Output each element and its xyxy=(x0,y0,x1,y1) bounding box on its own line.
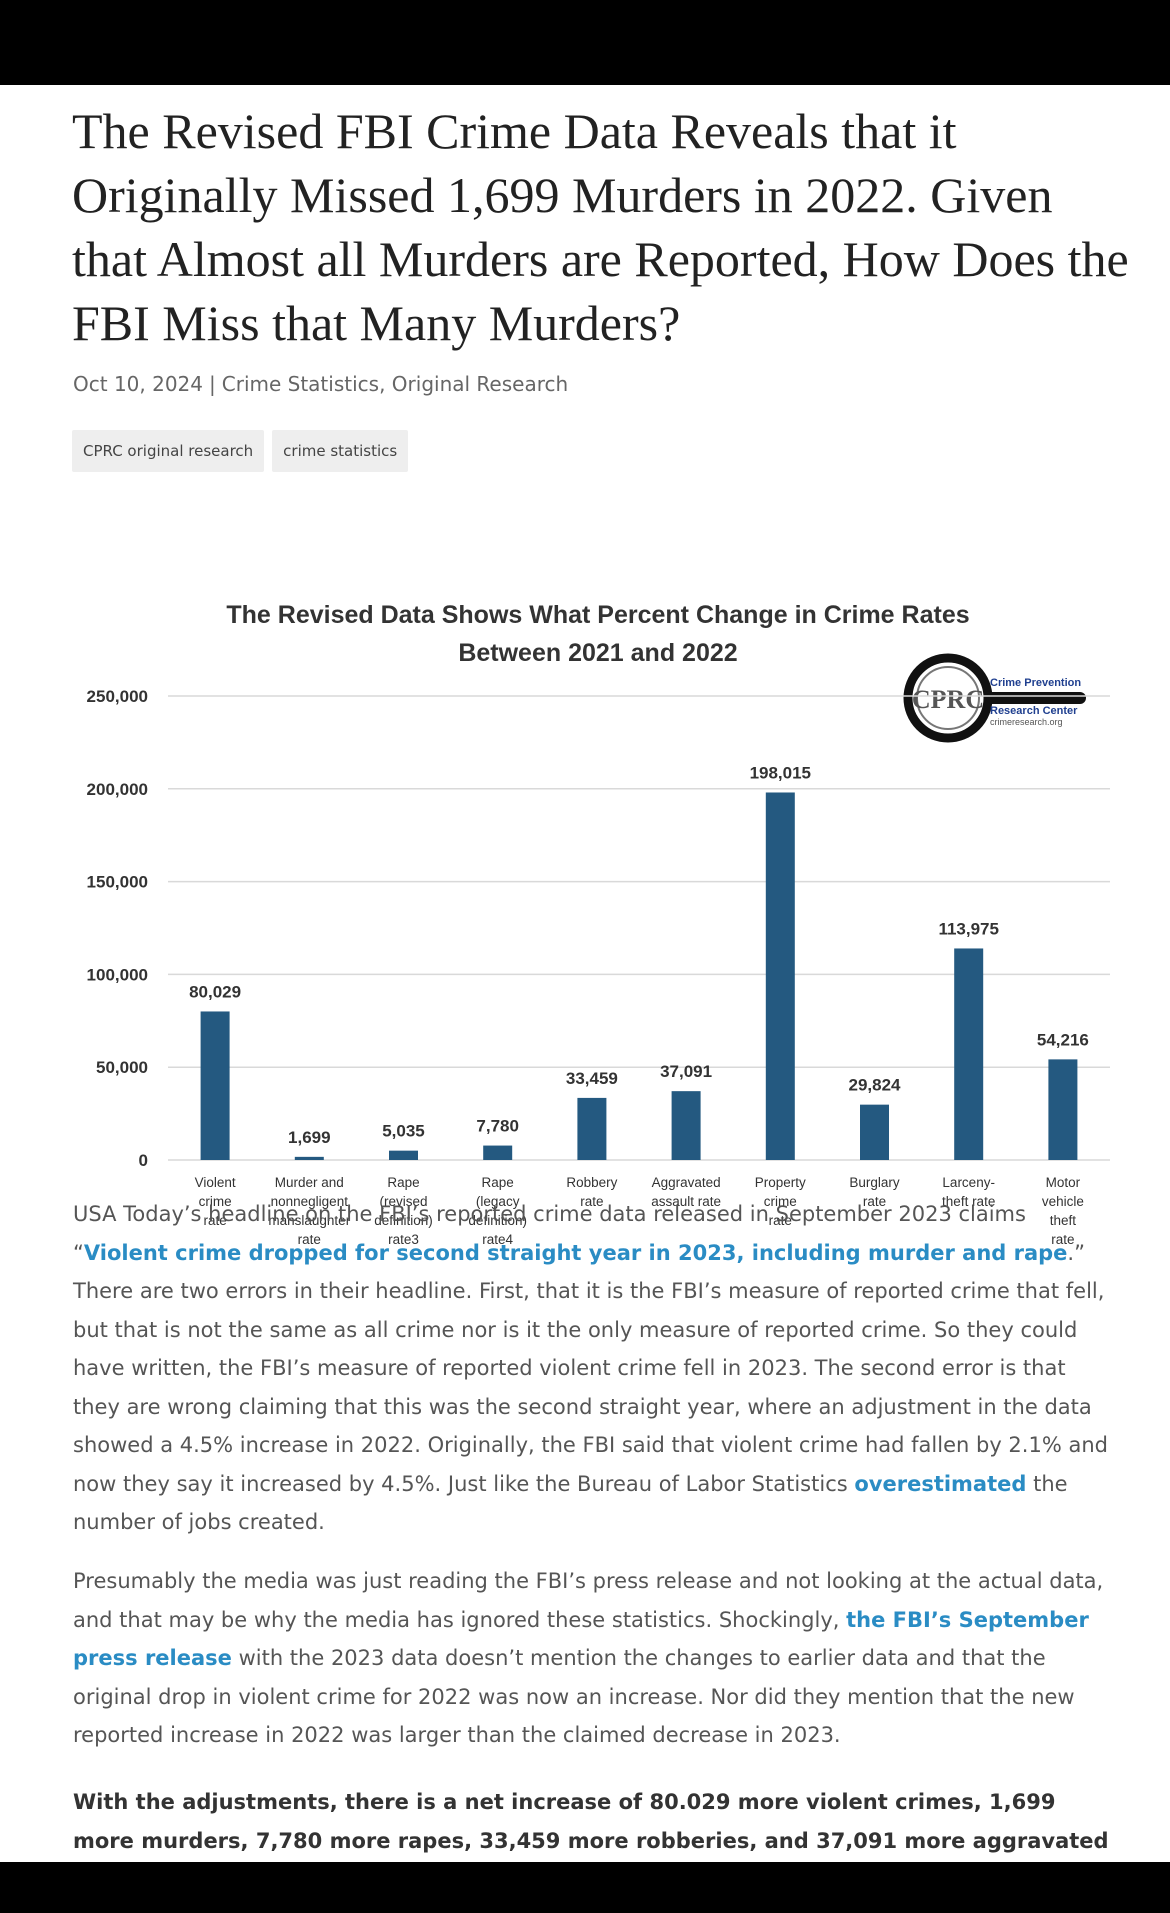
x-label-9-line-1: vehicle xyxy=(1042,1194,1084,1209)
value-label-5: 37,091 xyxy=(660,1062,712,1081)
chart-title-line-2: Between 2021 and 2022 xyxy=(458,639,737,667)
logo-line-1: Crime Prevention xyxy=(990,677,1081,689)
bar-3 xyxy=(483,1145,513,1160)
x-label-0-line-2: rate xyxy=(203,1213,226,1228)
value-label-2: 5,035 xyxy=(382,1122,425,1141)
x-label-3-line-1: (legacy xyxy=(476,1194,520,1209)
article-meta: Oct 10, 2024 | Crime Statistics, Original … xyxy=(73,372,568,396)
bar-4 xyxy=(577,1097,607,1160)
tag-cprc-original-research[interactable]: CPRC original research xyxy=(72,430,265,472)
logo-inner-ring xyxy=(916,666,980,730)
bottom-black-bar xyxy=(0,1862,1170,1913)
x-label-4-line-1: rate xyxy=(580,1194,603,1209)
bar-5 xyxy=(671,1091,701,1160)
bar-chart-svg: The Revised Data Shows What Percent Chan… xyxy=(87,601,1110,1247)
bar-1 xyxy=(294,1156,324,1160)
top-black-bar xyxy=(0,0,1170,85)
p1-text-3: the number of jobs created. xyxy=(73,1471,1068,1535)
value-label-8: 113,975 xyxy=(938,919,999,938)
x-label-2-line-2: definition) xyxy=(374,1213,433,1228)
x-label-2-line-0: Rape xyxy=(387,1175,419,1190)
bars xyxy=(200,792,1078,1160)
x-label-1-line-1: nonnegligent xyxy=(271,1194,349,1209)
value-label-1: 1,699 xyxy=(288,1128,331,1147)
paragraph-1: USA Today’s headline on the FBI’s report… xyxy=(73,1195,1113,1542)
x-label-3-line-2: definition) xyxy=(468,1213,527,1228)
x-label-7-line-0: Burglary xyxy=(849,1175,900,1190)
tag-list: CPRC original research crime statistics xyxy=(72,430,409,472)
category-link-crime-statistics[interactable]: Crime Statistics xyxy=(221,372,380,396)
p1-text-2: .” There are two errors in their headlin… xyxy=(73,1240,1108,1496)
y-grid xyxy=(168,695,1110,1161)
x-label-6-line-0: Property xyxy=(755,1175,806,1190)
value-label-9: 54,216 xyxy=(1037,1030,1089,1049)
bar-9 xyxy=(1048,1059,1078,1160)
paragraph-3-summary: With the adjustments, there is a net inc… xyxy=(73,1790,1109,1891)
x-label-1-line-0: Murder and xyxy=(275,1175,344,1190)
value-label-7: 29,824 xyxy=(849,1076,902,1095)
bar-6 xyxy=(765,792,795,1160)
x-label-6-line-1: crime xyxy=(764,1194,797,1209)
x-label-0-line-0: Violent xyxy=(195,1175,236,1190)
x-label-0-line-1: crime xyxy=(199,1194,232,1209)
fbi-press-release-link[interactable]: the FBI’s September press release xyxy=(73,1607,1089,1671)
bar-2 xyxy=(389,1150,418,1160)
p2-text-1: Presumably the media was just reading th… xyxy=(73,1569,1104,1632)
logo-line-2: Research Center xyxy=(990,705,1078,717)
y-tick-label-5: 250,000 xyxy=(87,687,148,706)
x-label-1-line-3: rate xyxy=(298,1232,321,1247)
x-label-9-line-2: theft xyxy=(1050,1213,1077,1228)
article-page: The Revised FBI Crime Data Reveals that … xyxy=(0,85,1170,1891)
x-label-6-line-2: rate xyxy=(769,1213,792,1228)
x-label-2-line-1: (revised xyxy=(379,1194,427,1209)
bar-7 xyxy=(860,1104,889,1160)
x-label-4-line-0: Robbery xyxy=(566,1175,617,1190)
y-tick-label-1: 50,000 xyxy=(96,1058,148,1077)
category-link-original-research[interactable]: Original Research xyxy=(391,372,569,396)
usa-today-headline-link[interactable]: Violent crime dropped for second straigh… xyxy=(83,1240,1068,1265)
chart-title: The Revised Data Shows What Percent Chan… xyxy=(226,601,969,667)
article-title: The Revised FBI Crime Data Reveals that … xyxy=(72,103,1129,351)
value-label-4: 33,459 xyxy=(566,1069,618,1088)
chart-title-line-1: The Revised Data Shows What Percent Chan… xyxy=(226,601,969,629)
value-labels: 80,029 1,699 5,035 7,780 33,459 37,091 198,015… xyxy=(189,763,1089,1146)
post-date: Oct 10, 2024 xyxy=(73,372,203,396)
x-label-2-line-3: rate3 xyxy=(388,1232,419,1247)
value-label-0: 80,029 xyxy=(189,982,241,1001)
x-label-5-line-1: assault rate xyxy=(651,1194,721,1209)
p1-text-1: USA Today’s headline on the FBI’s report… xyxy=(73,1202,1026,1265)
category-comma: , xyxy=(379,372,392,396)
value-label-6: 198,015 xyxy=(750,763,811,782)
x-label-1-line-2: manslaughter xyxy=(268,1213,350,1228)
x-axis-labels: Violent crime rate Murder and nonnegligent ma… xyxy=(195,1175,1084,1247)
x-label-5-line-0: Aggravated xyxy=(652,1175,721,1190)
paragraph-2: Presumably the media was just reading th… xyxy=(73,1562,1113,1755)
overestimated-link[interactable]: overestimated xyxy=(854,1471,1027,1496)
x-label-3-line-3: rate4 xyxy=(482,1232,513,1247)
x-label-3-line-0: Rape xyxy=(482,1175,514,1190)
x-label-8-line-1: theft rate xyxy=(942,1194,995,1209)
y-tick-label-4: 200,000 xyxy=(87,780,148,799)
meta-separator: | xyxy=(209,372,216,396)
x-label-9-line-3: rate xyxy=(1051,1232,1074,1247)
x-label-8-line-0: Larceny- xyxy=(942,1175,995,1190)
y-tick-label-3: 150,000 xyxy=(87,873,148,892)
y-axis-labels: 0 50,000 100,000 150,000 200,000 250,000 xyxy=(87,687,148,1170)
tag-crime-statistics[interactable]: crime statistics xyxy=(272,430,409,472)
y-tick-label-0: 0 xyxy=(139,1151,148,1170)
logo-monogram: CPRC xyxy=(912,685,984,714)
bar-0 xyxy=(200,1011,230,1160)
cprc-logo: CPRC Crime Prevention Research Center cr… xyxy=(903,653,1086,743)
x-label-9-line-0: Motor xyxy=(1046,1175,1081,1190)
y-tick-label-2: 100,000 xyxy=(87,965,148,984)
logo-url: crimeresearch.org xyxy=(990,717,1063,727)
bar-8 xyxy=(954,948,984,1160)
x-label-7-line-1: rate xyxy=(863,1194,886,1209)
crime-rate-chart: The Revised Data Shows What Percent Chan… xyxy=(60,505,1120,1265)
p2-text-2: with the 2023 data doesn’t mention the c… xyxy=(73,1646,1075,1747)
logo-handle xyxy=(986,692,1086,704)
value-label-3: 7,780 xyxy=(476,1117,519,1136)
